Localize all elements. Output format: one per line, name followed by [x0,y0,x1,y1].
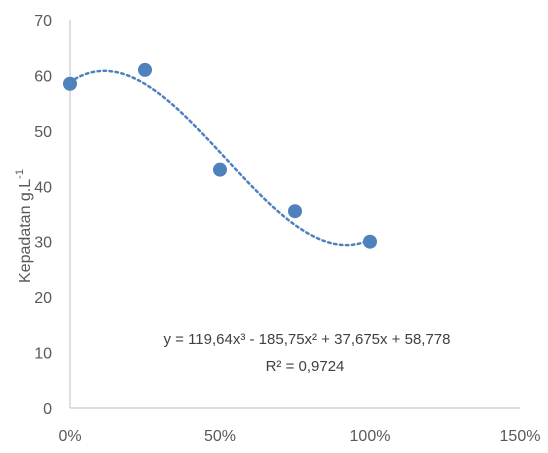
y-tick-label: 0 [43,401,52,418]
y-axis-title-text: Kepadatan g.L [17,179,34,283]
trendline-equation: y = 119,64x³ - 185,75x² + 37,675x + 58,7… [163,331,450,348]
x-tick-label: 50% [204,428,236,445]
data-point [63,76,77,91]
y-tick-label: 50 [34,124,52,141]
data-point [213,162,227,177]
data-point [138,62,152,77]
y-tick-label: 70 [34,13,52,30]
x-tick-label: 100% [350,428,391,445]
x-tick-label: 0% [58,428,81,445]
data-points [63,62,377,249]
y-tick-label: 30 [34,235,52,252]
data-point [288,204,302,219]
r-squared-label: R² = 0,9724 [266,358,345,375]
tick-labels: 0% 50% 100% 150% 0 10 20 30 40 50 60 70 [34,13,540,445]
y-tick-label: 20 [34,290,52,307]
data-point [363,234,377,249]
y-tick-label: 60 [34,68,52,85]
trendline [68,69,372,247]
y-axis-title: Kepadatan g.L-1 [14,169,34,283]
x-tick-label: 150% [500,428,541,445]
y-axis-title-superscript: -1 [14,169,26,179]
y-tick-label: 10 [34,346,52,363]
y-tick-label: 40 [34,179,52,196]
